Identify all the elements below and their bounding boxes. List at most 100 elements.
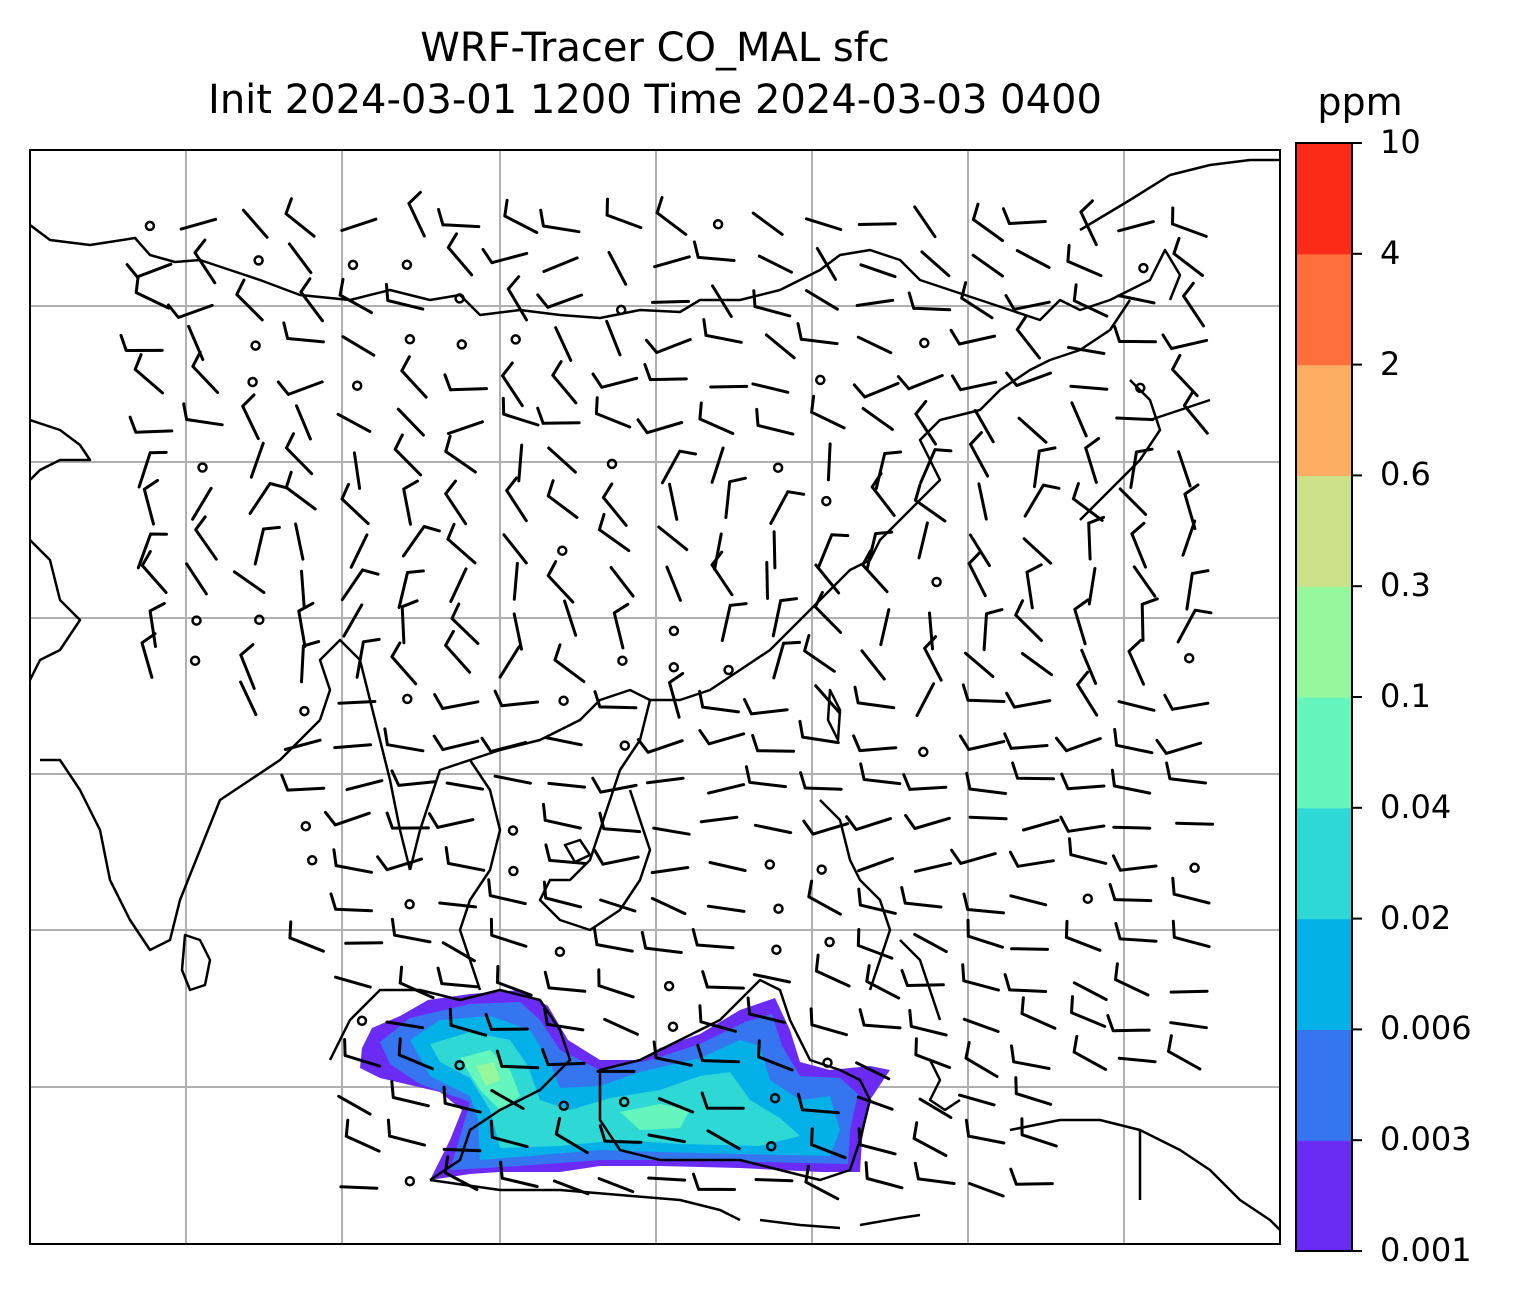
- coastline-russia-north: [1079, 158, 1280, 232]
- wind-barb: [1005, 371, 1052, 387]
- wind-barb: [958, 734, 1006, 751]
- wind-barb: [536, 406, 581, 425]
- wind-barb: [908, 1009, 948, 1037]
- wind-barb: [860, 649, 886, 681]
- wind-barb: [401, 525, 441, 558]
- wind-barb: [746, 996, 786, 1024]
- wind-barb: [284, 197, 316, 238]
- wind-barb: [235, 278, 264, 322]
- plume-level-6: [476, 1062, 500, 1086]
- wind-barb: [1182, 281, 1205, 328]
- wind-barb: [484, 1012, 529, 1031]
- wind-barb: [1067, 345, 1106, 355]
- wind-barb: [182, 402, 224, 427]
- wind-barb: [744, 765, 787, 789]
- wind-barb: [506, 275, 528, 322]
- wind-barb: [973, 408, 995, 444]
- calm-wind-circle: [557, 545, 568, 556]
- wind-barb: [757, 254, 793, 274]
- wind-barb: [338, 277, 373, 315]
- wind-barb: [902, 773, 948, 791]
- calm-wind-circle: [668, 662, 680, 673]
- wind-barb: [757, 1039, 794, 1072]
- calm-wind-circle: [769, 1092, 781, 1104]
- calm-wind-circle: [510, 334, 521, 345]
- wind-barb: [376, 855, 423, 872]
- calm-wind-circle: [191, 615, 202, 626]
- wind-barb: [701, 970, 745, 990]
- wind-barb: [1073, 598, 1090, 646]
- wind-barb: [1003, 732, 1049, 750]
- wind-barb: [133, 353, 164, 395]
- calm-wind-circle: [456, 339, 468, 350]
- wind-barb: [287, 242, 313, 275]
- wind-barb: [340, 217, 378, 232]
- wind-barb: [501, 396, 540, 427]
- wind-barb: [597, 512, 631, 553]
- wind-barb: [1020, 1117, 1058, 1148]
- wind-barb: [544, 736, 583, 747]
- wind-barb: [859, 263, 897, 279]
- wind-barb: [1064, 919, 1102, 952]
- coastline-korea-japan: [1079, 379, 1211, 521]
- wind-barb: [1182, 390, 1209, 435]
- wind-barb: [448, 1007, 488, 1037]
- calm-wind-circle: [247, 376, 258, 388]
- wind-barb: [751, 211, 784, 236]
- wind-barb: [650, 866, 690, 875]
- wind-barb: [696, 1043, 740, 1064]
- wind-barb: [542, 880, 583, 909]
- wind-barb: [805, 289, 839, 311]
- calm-wind-circle: [1183, 652, 1195, 664]
- wind-barb: [536, 293, 584, 309]
- calm-wind-circle: [402, 693, 413, 705]
- wind-barb: [601, 482, 628, 527]
- calm-wind-circle: [667, 1021, 679, 1032]
- wind-barb: [1113, 727, 1154, 755]
- wind-barb: [961, 683, 1006, 703]
- wind-barb: [752, 289, 792, 318]
- wind-barb: [1020, 996, 1057, 1030]
- colorbar-tick-label: 4: [1380, 233, 1401, 272]
- calm-wind-circle: [401, 259, 413, 271]
- wind-barb: [248, 482, 287, 515]
- wind-barb: [1015, 249, 1051, 269]
- wind-barb: [505, 476, 528, 523]
- wind-barb: [647, 1133, 686, 1144]
- wind-barb: [446, 522, 477, 565]
- plume-level-5b: [620, 1104, 690, 1130]
- wind-barb: [1033, 446, 1057, 489]
- wind-barb: [796, 322, 839, 346]
- wind-barb: [713, 532, 723, 571]
- wind-barb: [804, 217, 843, 231]
- wind-barb: [598, 811, 642, 834]
- wind-barb: [517, 443, 524, 483]
- wind-barb: [810, 1127, 847, 1160]
- wind-barb: [140, 550, 168, 594]
- wind-barb: [1072, 981, 1108, 1001]
- calm-wind-circle: [254, 614, 265, 626]
- wind-barb: [856, 1095, 894, 1111]
- wind-barb: [288, 920, 325, 953]
- wind-barb: [490, 1089, 525, 1110]
- wind-barb: [1087, 567, 1097, 606]
- wind-barb: [437, 207, 481, 229]
- wind-barb: [698, 689, 740, 714]
- wind-barb: [865, 964, 901, 1000]
- wind-barb: [1071, 482, 1104, 522]
- wind-barb: [965, 771, 1008, 795]
- wind-barb: [390, 1080, 430, 1108]
- calm-wind-circle: [347, 259, 359, 271]
- wind-barb: [874, 450, 903, 490]
- wind-barb: [650, 896, 687, 916]
- calm-wind-circle: [618, 1096, 630, 1108]
- wind-barb: [751, 382, 790, 394]
- colorbar-segment: [1296, 475, 1352, 587]
- wind-barb: [907, 291, 952, 312]
- wind-barb: [1169, 1021, 1208, 1030]
- colorbar-segment: [1296, 253, 1352, 366]
- wind-barb: [323, 810, 371, 827]
- wind-barb: [593, 848, 640, 866]
- wind-barb: [1165, 761, 1208, 785]
- wind-barb: [125, 262, 173, 279]
